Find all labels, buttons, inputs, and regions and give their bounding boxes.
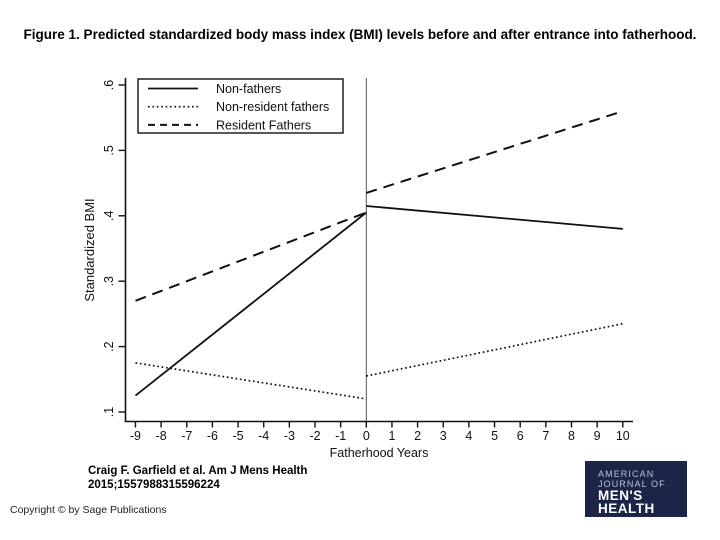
- x-tick-label: 1: [388, 429, 395, 443]
- x-tick-label: -6: [207, 429, 218, 443]
- series-line-non-resident-fathers: [366, 322, 623, 377]
- series-line-resident-fathers: [135, 211, 367, 302]
- y-tick-label: .1: [102, 407, 116, 417]
- logo-line-health: HEALTH: [598, 501, 655, 516]
- copyright-notice: Copyright © by Sage Publications: [10, 504, 167, 516]
- x-tick-label: -3: [284, 429, 295, 443]
- x-tick-label: 8: [568, 429, 575, 443]
- logo-line-mens: MEN'S: [598, 488, 643, 503]
- x-tick-label: 6: [517, 429, 524, 443]
- x-tick-label: -4: [258, 429, 269, 443]
- x-axis-title: Fatherhood Years: [330, 446, 429, 460]
- x-tick-label: 4: [465, 429, 472, 443]
- x-tick-label: 10: [616, 429, 630, 443]
- y-tick-label: .3: [102, 276, 116, 286]
- legend-label-non-fathers: Non-fathers: [216, 82, 281, 96]
- y-tick-label: .6: [102, 80, 116, 90]
- journal-logo: AMERICAN JOURNAL OF MEN'S HEALTH: [585, 461, 687, 517]
- legend-label-non-resident-fathers: Non-resident fathers: [216, 100, 329, 114]
- citation-line1: Craig F. Garfield et al. Am J Mens Healt…: [88, 465, 308, 477]
- x-tick-label: 3: [440, 429, 447, 443]
- x-tick-label: -8: [156, 429, 167, 443]
- figure-title: Figure 1. Predicted standardized body ma…: [23, 27, 697, 42]
- logo-line-journal-of: JOURNAL OF: [598, 479, 666, 489]
- x-tick-label: 2: [414, 429, 421, 443]
- x-tick-label: 7: [542, 429, 549, 443]
- x-tick-label: 0: [363, 429, 370, 443]
- y-axis-title: Standardized BMI: [82, 198, 97, 301]
- series-line-non-resident-fathers: [135, 362, 367, 400]
- x-tick-label: -9: [130, 429, 141, 443]
- x-tick-label: -1: [335, 429, 346, 443]
- x-tick-label: 5: [491, 429, 498, 443]
- y-tick-label: .2: [102, 341, 116, 351]
- citation-line2: 2015;1557988315596224: [88, 479, 220, 491]
- y-tick-label: .5: [102, 145, 116, 155]
- x-tick-label: -7: [181, 429, 192, 443]
- legend-label-resident-fathers: Resident Fathers: [216, 118, 311, 132]
- series-line-non-fathers: [366, 205, 623, 230]
- series-line-non-fathers: [134, 211, 367, 397]
- x-tick-label: -2: [309, 429, 320, 443]
- y-tick-label: .4: [102, 211, 116, 221]
- logo-line-american: AMERICAN: [598, 469, 655, 479]
- citation: Craig F. Garfield et al. Am J Mens Healt…: [88, 464, 307, 492]
- series-line-resident-fathers: [365, 110, 624, 194]
- x-tick-label: -5: [232, 429, 243, 443]
- x-tick-label: 9: [594, 429, 601, 443]
